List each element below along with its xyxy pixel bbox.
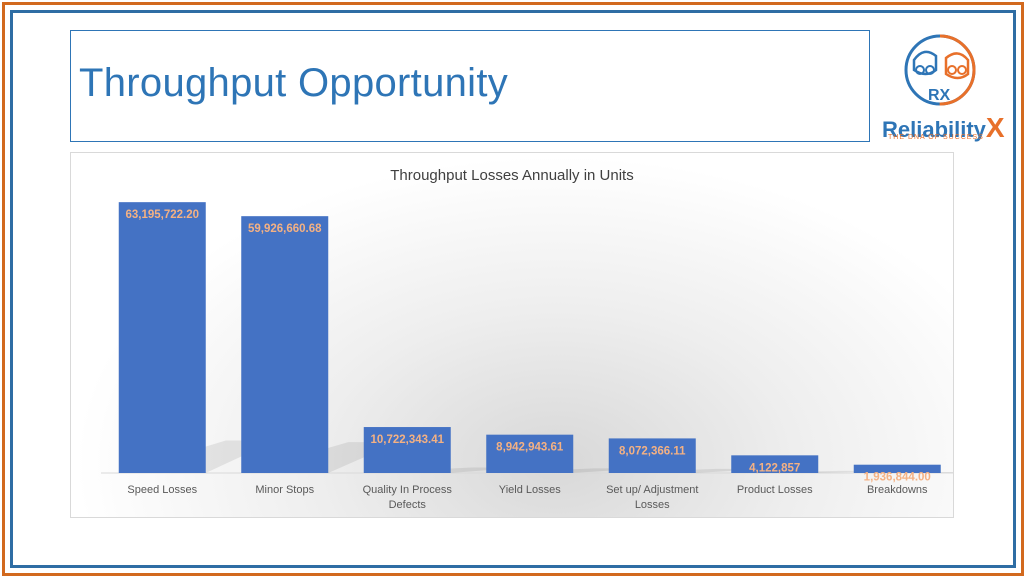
bar — [731, 455, 819, 473]
category-label: Defects — [389, 499, 427, 511]
logo-faces-icon: RX — [904, 34, 976, 106]
data-label: 8,072,366.11 — [619, 445, 686, 457]
logo-wordmark: ReliabilityX — [882, 112, 1005, 144]
category-label: Losses — [635, 499, 670, 511]
category-label: Set up/ Adjustment — [606, 484, 698, 496]
data-label: 59,926,660.68 — [248, 223, 322, 235]
data-label: 4,122,857 — [749, 462, 800, 474]
data-label: 63,195,722.20 — [125, 209, 199, 221]
data-label: 8,942,943.61 — [496, 442, 564, 454]
bar — [118, 202, 206, 473]
category-label: Breakdowns — [867, 484, 928, 496]
chart-area: Throughput Losses Annually in Units 63,1… — [70, 152, 1011, 518]
chart-title: Throughput Losses Annually in Units — [390, 167, 633, 184]
category-label: Product Losses — [737, 484, 813, 496]
bar — [608, 438, 696, 473]
slide-title: Throughput Opportunity — [79, 61, 509, 105]
bar — [853, 464, 941, 473]
data-label: 1,936,844.00 — [864, 472, 931, 484]
bar-chart: Throughput Losses Annually in Units 63,1… — [101, 167, 1011, 511]
title-box: Throughput Opportunity — [70, 30, 870, 142]
category-label: Quality In Process — [363, 484, 453, 496]
logo-tagline: THE DNA OF SUCCESS — [888, 134, 984, 141]
category-label: Speed Losses — [127, 484, 197, 496]
bar — [241, 216, 329, 473]
category-label: Yield Losses — [499, 484, 561, 496]
bar — [363, 427, 451, 473]
data-label: 10,722,343.41 — [370, 434, 444, 446]
logo-wordmark-x: X — [985, 112, 1005, 143]
bar — [486, 434, 574, 473]
logo-monogram: RX — [928, 87, 951, 104]
slide-inner-border — [10, 10, 1016, 568]
reliabilityx-logo: RX ReliabilityX THE DNA OF SUCCESS — [878, 30, 1006, 148]
bars-group: 63,195,722.20 Speed Losses 59,926,660.68 Mi… — [101, 202, 1011, 511]
category-label: Minor Stops — [255, 484, 314, 496]
logo-wordmark-text: Reliability — [882, 117, 986, 142]
